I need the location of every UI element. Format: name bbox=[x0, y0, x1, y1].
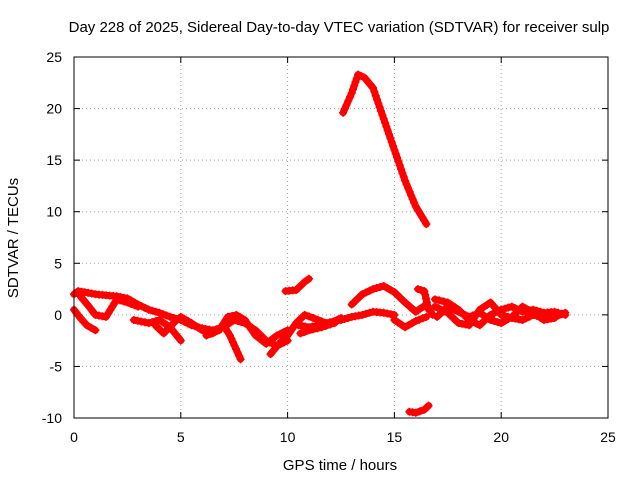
x-tick-label: 15 bbox=[387, 429, 403, 445]
point-markers bbox=[76, 292, 143, 321]
point-markers bbox=[151, 314, 185, 338]
data-series-track-15 bbox=[413, 285, 433, 314]
y-tick-label: 20 bbox=[46, 101, 62, 117]
data-series-track-13 bbox=[347, 282, 437, 319]
point-markers bbox=[405, 401, 433, 417]
y-tick-label: 15 bbox=[46, 152, 62, 168]
x-axis-label: GPS time / hours bbox=[283, 457, 397, 474]
point-markers bbox=[281, 274, 313, 296]
chart-title: Day 228 of 2025, Sidereal Day-to-day VTE… bbox=[69, 19, 610, 36]
data-series-track-7 bbox=[202, 310, 292, 348]
y-tick-label: 0 bbox=[54, 307, 62, 323]
point-markers bbox=[390, 312, 431, 332]
y-tick-label: 5 bbox=[54, 255, 62, 271]
x-tick-label: 0 bbox=[70, 429, 78, 445]
point-markers bbox=[339, 70, 431, 229]
y-tick-label: 10 bbox=[46, 204, 62, 220]
data-series-track-10 bbox=[296, 319, 339, 338]
x-tick-label: 20 bbox=[493, 429, 509, 445]
data-series-track-19 bbox=[433, 302, 559, 328]
y-tick-label: -10 bbox=[42, 410, 62, 426]
point-markers bbox=[296, 319, 339, 338]
x-tick-label: 5 bbox=[177, 429, 185, 445]
point-markers bbox=[433, 302, 559, 328]
x-tick-label: 25 bbox=[600, 429, 616, 445]
axis-ticks: 0 5 10 15 20 25 -10 -5 0 5 10 15 20 25 bbox=[42, 49, 616, 445]
y-tick-label: -5 bbox=[50, 358, 63, 374]
y-axis-label: SDTVAR / TECUs bbox=[5, 178, 22, 298]
point-markers bbox=[413, 285, 433, 314]
x-tick-label: 10 bbox=[280, 429, 296, 445]
data-series-track-12 bbox=[339, 70, 431, 229]
data-series-track-3 bbox=[76, 292, 143, 321]
data-series-track-11 bbox=[281, 274, 313, 296]
data-series bbox=[70, 70, 570, 417]
plot-frame bbox=[73, 56, 609, 419]
data-series-track-16 bbox=[405, 401, 433, 417]
data-series-track-14 bbox=[390, 312, 431, 332]
point-markers bbox=[202, 310, 292, 348]
y-tick-label: 25 bbox=[46, 49, 62, 65]
